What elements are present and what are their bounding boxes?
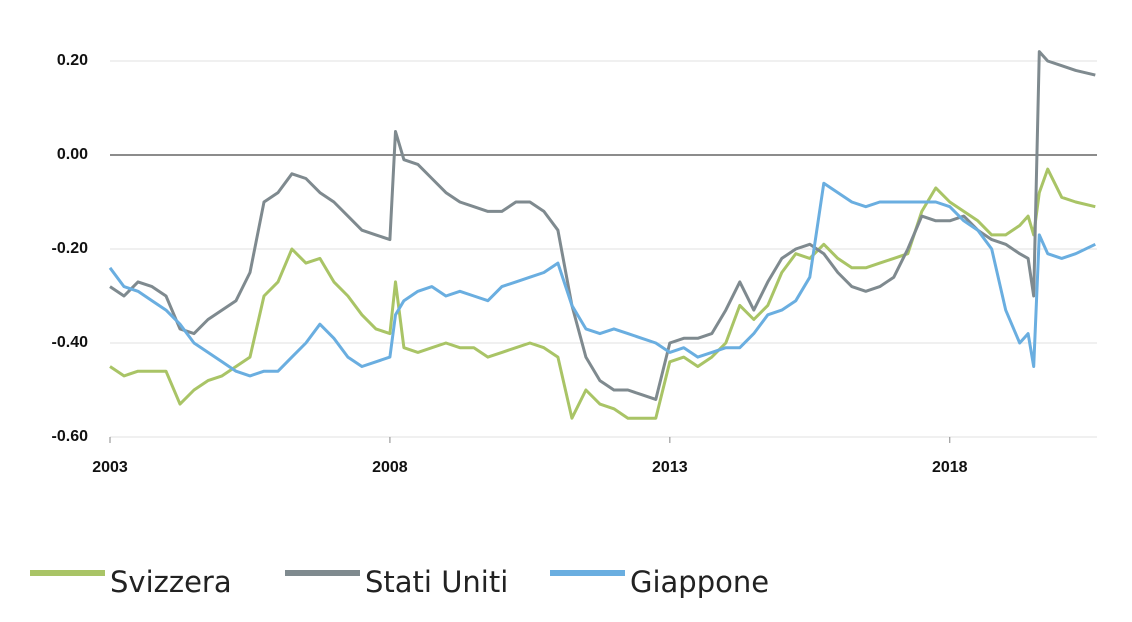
y-tick-label: -0.20 [52,240,89,257]
x-tick-label: 2013 [652,459,688,476]
x-tick-label: 2008 [372,459,408,476]
series-line [109,167,1096,420]
series-line [109,50,1096,401]
legend-label: Svizzera [110,565,232,599]
y-tick-label: 0.00 [57,146,88,163]
x-tick-label: 2018 [932,459,968,476]
legend-label: Giappone [630,565,769,599]
legend-label: Stati Uniti [365,565,508,599]
series-line [108,181,1096,378]
x-tick-label: 2003 [92,459,128,476]
y-tick-label: -0.60 [52,428,89,445]
y-tick-label: 0.20 [57,52,88,69]
y-tick-label: -0.40 [52,334,89,351]
